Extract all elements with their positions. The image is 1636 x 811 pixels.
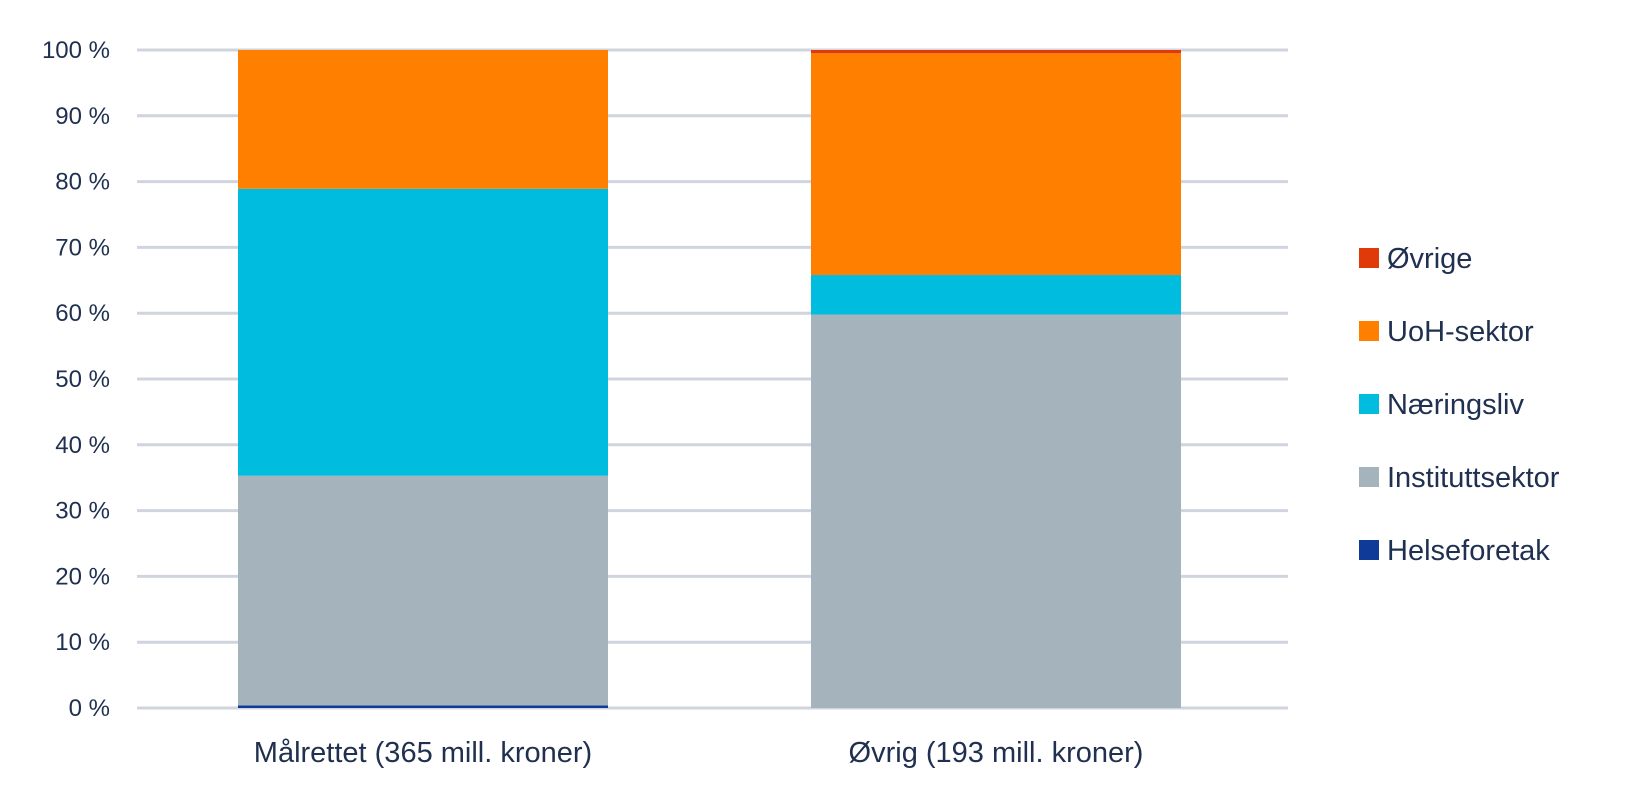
legend-label: Instituttsektor <box>1387 462 1560 494</box>
y-tick-label: 20 % <box>55 563 110 590</box>
x-category-label: Øvrig (193 mill. kroner) <box>849 737 1144 769</box>
bar-segment-næringsliv <box>238 188 608 476</box>
y-tick-label: 100 % <box>42 37 110 64</box>
legend-label: UoH-sektor <box>1387 316 1534 348</box>
y-tick-label: 80 % <box>55 169 110 196</box>
legend-label: Helseforetak <box>1387 535 1550 567</box>
bars <box>238 50 1181 708</box>
legend-swatch <box>1359 467 1379 487</box>
y-tick-label: 0 % <box>69 695 110 722</box>
bar-segment-instituttsektor <box>811 314 1181 708</box>
bar-segment-uoh-sektor <box>811 53 1181 276</box>
legend-swatch <box>1359 321 1379 341</box>
bar-segment-næringsliv <box>811 275 1181 315</box>
legend-label: Næringsliv <box>1387 389 1524 421</box>
bar-segment-øvrige <box>811 50 1181 54</box>
legend-label: Øvrige <box>1387 243 1472 275</box>
y-tick-label: 60 % <box>55 300 110 327</box>
y-tick-label: 10 % <box>55 629 110 656</box>
legend-item: Øvrige <box>1359 243 1472 275</box>
y-tick-label: 90 % <box>55 103 110 130</box>
bar-segment-instituttsektor <box>238 475 608 706</box>
y-tick-label: 70 % <box>55 234 110 261</box>
y-tick-label: 40 % <box>55 432 110 459</box>
y-tick-label: 30 % <box>55 498 110 525</box>
y-tick-label: 50 % <box>55 366 110 393</box>
legend-item: UoH-sektor <box>1359 316 1534 348</box>
legend: Øvrige UoH-sektor Næringsliv Instituttsekto… <box>1359 243 1560 567</box>
legend-item: Næringsliv <box>1359 389 1524 421</box>
legend-swatch <box>1359 248 1379 268</box>
legend-swatch <box>1359 540 1379 560</box>
bar-segment-helseforetak <box>238 705 608 708</box>
bar-segment-uoh-sektor <box>238 50 608 189</box>
legend-item: Instituttsektor <box>1359 462 1560 494</box>
x-axis-category-labels: Målrettet (365 mill. kroner) Øvrig (193 m… <box>254 737 1144 769</box>
x-category-label: Målrettet (365 mill. kroner) <box>254 737 592 769</box>
y-axis-tick-labels: 0 % 10 % 20 % 30 % 40 % 50 % 60 % 70 % 80 % 90 % 1… <box>42 37 110 722</box>
legend-item: Helseforetak <box>1359 535 1550 567</box>
legend-swatch <box>1359 394 1379 414</box>
